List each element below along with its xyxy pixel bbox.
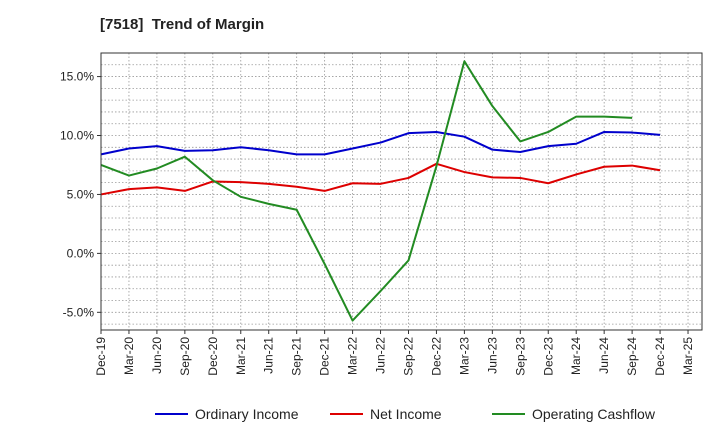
- x-tick-label: Dec-21: [318, 337, 332, 376]
- legend-label: Net Income: [370, 406, 442, 422]
- legend-label: Ordinary Income: [195, 406, 299, 422]
- x-tick-label: Sep-24: [625, 337, 639, 376]
- series-layer: [100, 60, 661, 322]
- x-tick-label: Mar-22: [346, 337, 360, 375]
- y-tick-label: -5.0%: [63, 305, 95, 319]
- x-tick-label: Sep-20: [178, 337, 192, 376]
- legend: Ordinary Income Net Income Operating Cashf…: [155, 406, 656, 422]
- x-tick-label: Dec-23: [541, 337, 555, 376]
- y-tick-label: 15.0%: [60, 70, 94, 84]
- x-tick-label: Jun-22: [374, 337, 388, 374]
- series-line-operating-cashflow: [100, 60, 633, 322]
- x-tick-label: Jun-21: [262, 337, 276, 374]
- x-tick-label: Dec-19: [94, 337, 108, 376]
- y-axis-ticks: 15.0% 10.0% 5.0% 0.0% -5.0%: [60, 70, 101, 319]
- x-tick-label: Jun-24: [597, 337, 611, 374]
- x-tick-label: Dec-24: [653, 337, 667, 376]
- x-axis-ticks: Dec-19 Mar-20 Jun-20 Sep-20 Dec-20 Mar-21 Jun-…: [94, 330, 695, 376]
- plot-background: [101, 53, 702, 330]
- x-tick-label: Mar-23: [457, 337, 471, 375]
- x-tick-label: Sep-21: [290, 337, 304, 376]
- x-tick-label: Mar-25: [681, 337, 695, 375]
- x-tick-label: Jun-20: [150, 337, 164, 374]
- chart-title: [7518] Trend of Margin: [100, 16, 265, 33]
- y-tick-label: 10.0%: [60, 129, 94, 143]
- x-tick-label: Mar-21: [234, 337, 248, 375]
- y-tick-label: 5.0%: [67, 187, 95, 201]
- series-line-ordinary-income: [100, 130, 661, 156]
- x-tick-label: Sep-22: [401, 337, 415, 376]
- x-tick-label: Dec-20: [206, 337, 220, 376]
- x-tick-label: Mar-20: [122, 337, 136, 375]
- x-tick-label: Sep-23: [513, 337, 527, 376]
- legend-label: Operating Cashflow: [532, 406, 656, 422]
- x-tick-label: Mar-24: [569, 337, 583, 375]
- x-tick-label: Jun-23: [485, 337, 499, 374]
- x-tick-label: Dec-22: [429, 337, 443, 376]
- y-tick-label: 0.0%: [67, 246, 95, 260]
- series-line-net-income: [100, 162, 661, 196]
- plot-frame: [100, 52, 703, 331]
